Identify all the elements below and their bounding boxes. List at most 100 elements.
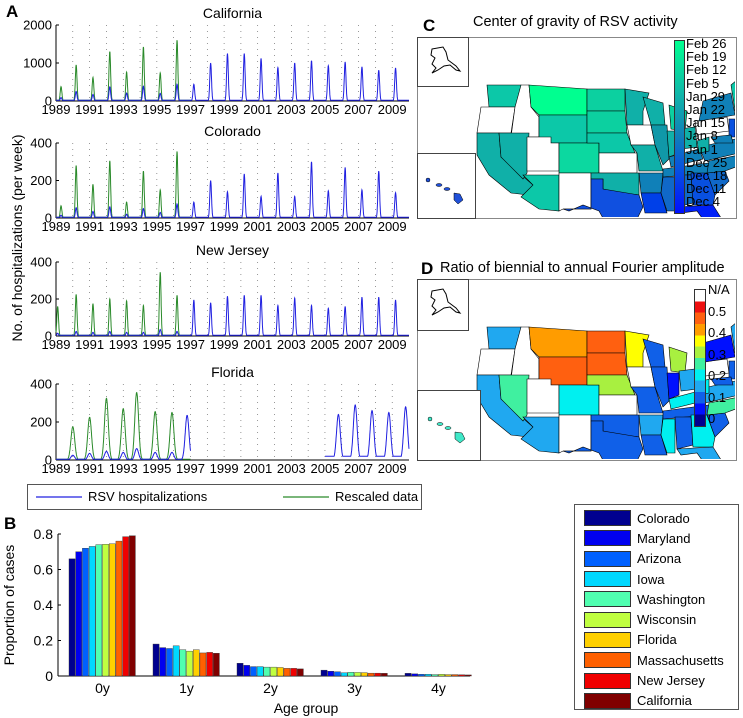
legend-label: Arizona — [637, 551, 682, 567]
state-mn — [624, 330, 650, 368]
bar-maryland-0y — [75, 551, 82, 677]
bar-wisconsin-4y — [438, 674, 445, 677]
legend-label: Washington — [637, 591, 706, 607]
bar-florida-1y — [192, 649, 200, 677]
state-or — [476, 348, 516, 376]
colorbar-label: 0.3 — [708, 346, 727, 362]
subplot-title: California — [203, 5, 262, 21]
x-tick-label: 1y — [179, 680, 194, 696]
x-tick-label: 2009 — [378, 337, 407, 352]
y-tick-label: 0.6 — [34, 562, 54, 578]
bar-new-jersey-1y — [206, 652, 213, 677]
legend-swatch — [584, 692, 631, 709]
x-tick-label: 2003 — [277, 461, 306, 476]
state-wi — [642, 338, 666, 368]
legend-item: Florida — [575, 630, 738, 650]
state-co — [558, 384, 600, 416]
y-tick-label: 2000 — [23, 18, 52, 33]
y-tick-label: 0.4 — [34, 597, 54, 613]
bar-colorado-0y — [68, 558, 76, 677]
subplot-new-jersey: New Jersey 0 200 400 1989 1991 1993 1995 1997 199… — [30, 242, 409, 352]
bar-california-1y — [213, 653, 220, 677]
legend-item: Maryland — [575, 528, 738, 548]
alaska-inset-c — [417, 37, 469, 87]
bar-wisconsin-2y — [270, 666, 277, 677]
bar-maryland-2y — [243, 665, 250, 677]
x-tick-label: 1997 — [176, 461, 205, 476]
rsv-series-line — [56, 53, 409, 101]
state-fl — [676, 446, 721, 459]
bar-california-4y — [465, 674, 472, 677]
bar-maryland-4y — [411, 673, 419, 677]
state-tx — [562, 178, 644, 217]
panel-c-colorbar-labels: Feb 26 Feb 19 Feb 12 Feb 5 Jan 29 Jan 22 Jan 1… — [686, 37, 742, 208]
state-mn — [624, 88, 650, 126]
state-ks — [598, 152, 638, 174]
subplot-florida: Florida 0 200 400 1989 1991 1993 1995 1997 1999 20… — [30, 364, 410, 476]
bar-new-jersey-3y — [374, 672, 381, 677]
panel-a-letter: A — [6, 2, 19, 21]
bar-maryland-3y — [327, 671, 335, 677]
colorbar-label: 0 — [708, 411, 716, 426]
colorbar-label: 0.1 — [708, 389, 727, 405]
x-axis-label: Age group — [274, 700, 339, 716]
x-tick-label: 2005 — [310, 337, 339, 352]
panel-b-bar-chart: 0 0.2 0.4 0.6 0.8 Proportion of cases Age grou… — [1, 526, 472, 716]
legend-label: New Jersey — [637, 673, 705, 689]
state-co — [558, 142, 600, 174]
bar-colorado-2y — [236, 663, 244, 677]
x-tick-label: 1999 — [210, 219, 239, 234]
x-tick-label: 1995 — [142, 102, 171, 117]
x-tick-label: 2003 — [277, 102, 306, 117]
x-tick-label: 1989 — [42, 102, 71, 117]
x-tick-label: 1991 — [75, 461, 104, 476]
state-ar — [638, 172, 664, 194]
bar-iowa-1y — [172, 645, 180, 677]
panel-a-legend: RSV hospitalizations Rescaled data — [27, 484, 422, 510]
colorbar-label: N/A — [708, 282, 730, 297]
states-group — [476, 81, 735, 217]
x-tick-label: 1995 — [142, 219, 171, 234]
panel-c-title: Center of gravity of RSV activity — [473, 14, 678, 30]
x-tick-label: 1997 — [176, 337, 205, 352]
subplot-california: California 0 1000 2000 1989 1991 1993 1995 1997 1… — [23, 5, 409, 117]
x-tick-label: 1993 — [109, 337, 138, 352]
x-tick-label: 1991 — [75, 102, 104, 117]
state-ny — [698, 92, 735, 122]
bar-arizona-0y — [82, 548, 89, 677]
bar-arizona-2y — [250, 666, 257, 677]
state-al — [674, 416, 694, 450]
colorbar-label: 0.2 — [708, 368, 727, 383]
x-tick-label: 1989 — [42, 461, 71, 476]
panel-c-us-map — [476, 81, 735, 217]
rsv-series-line — [55, 295, 409, 336]
panel-a-timeseries: California 0 1000 2000 1989 1991 1993 1995 1997 1… — [23, 5, 410, 476]
panel-d-title: Ratio of biennial to annual Fourier ampl… — [440, 260, 725, 276]
state-md — [710, 376, 734, 386]
legend-label: Maryland — [637, 530, 691, 546]
colorbar-label: Dec 25 — [686, 154, 728, 170]
state-wv — [696, 136, 710, 154]
legend-item: Wisconsin — [575, 609, 738, 629]
alaska-shape-icon — [430, 288, 462, 316]
colorbar-label: Jan 22 — [686, 101, 726, 117]
bar-colorado-4y — [404, 673, 412, 677]
colorbar-label: Jan 29 — [686, 88, 726, 104]
x-tick-label: 1999 — [210, 337, 239, 352]
bar-massachusetts-3y — [367, 672, 375, 677]
state-fl — [676, 204, 721, 217]
x-tick-label: 2001 — [243, 219, 272, 234]
y-tick-label: 0 — [45, 94, 52, 109]
bar-wisconsin-3y — [354, 672, 361, 677]
legend-swatch — [584, 631, 631, 648]
x-tick-label: 1997 — [176, 102, 205, 117]
state-la — [640, 434, 668, 456]
x-tick-label: 2007 — [344, 337, 373, 352]
y-tick-label: 200 — [30, 415, 52, 430]
state-ks — [598, 394, 638, 416]
y-tick-label: 1000 — [23, 56, 52, 71]
bar-maryland-1y — [159, 647, 166, 677]
state-tx — [562, 420, 644, 459]
y-tick-label: 400 — [30, 255, 52, 270]
legend-label: Massachusetts — [637, 652, 724, 668]
